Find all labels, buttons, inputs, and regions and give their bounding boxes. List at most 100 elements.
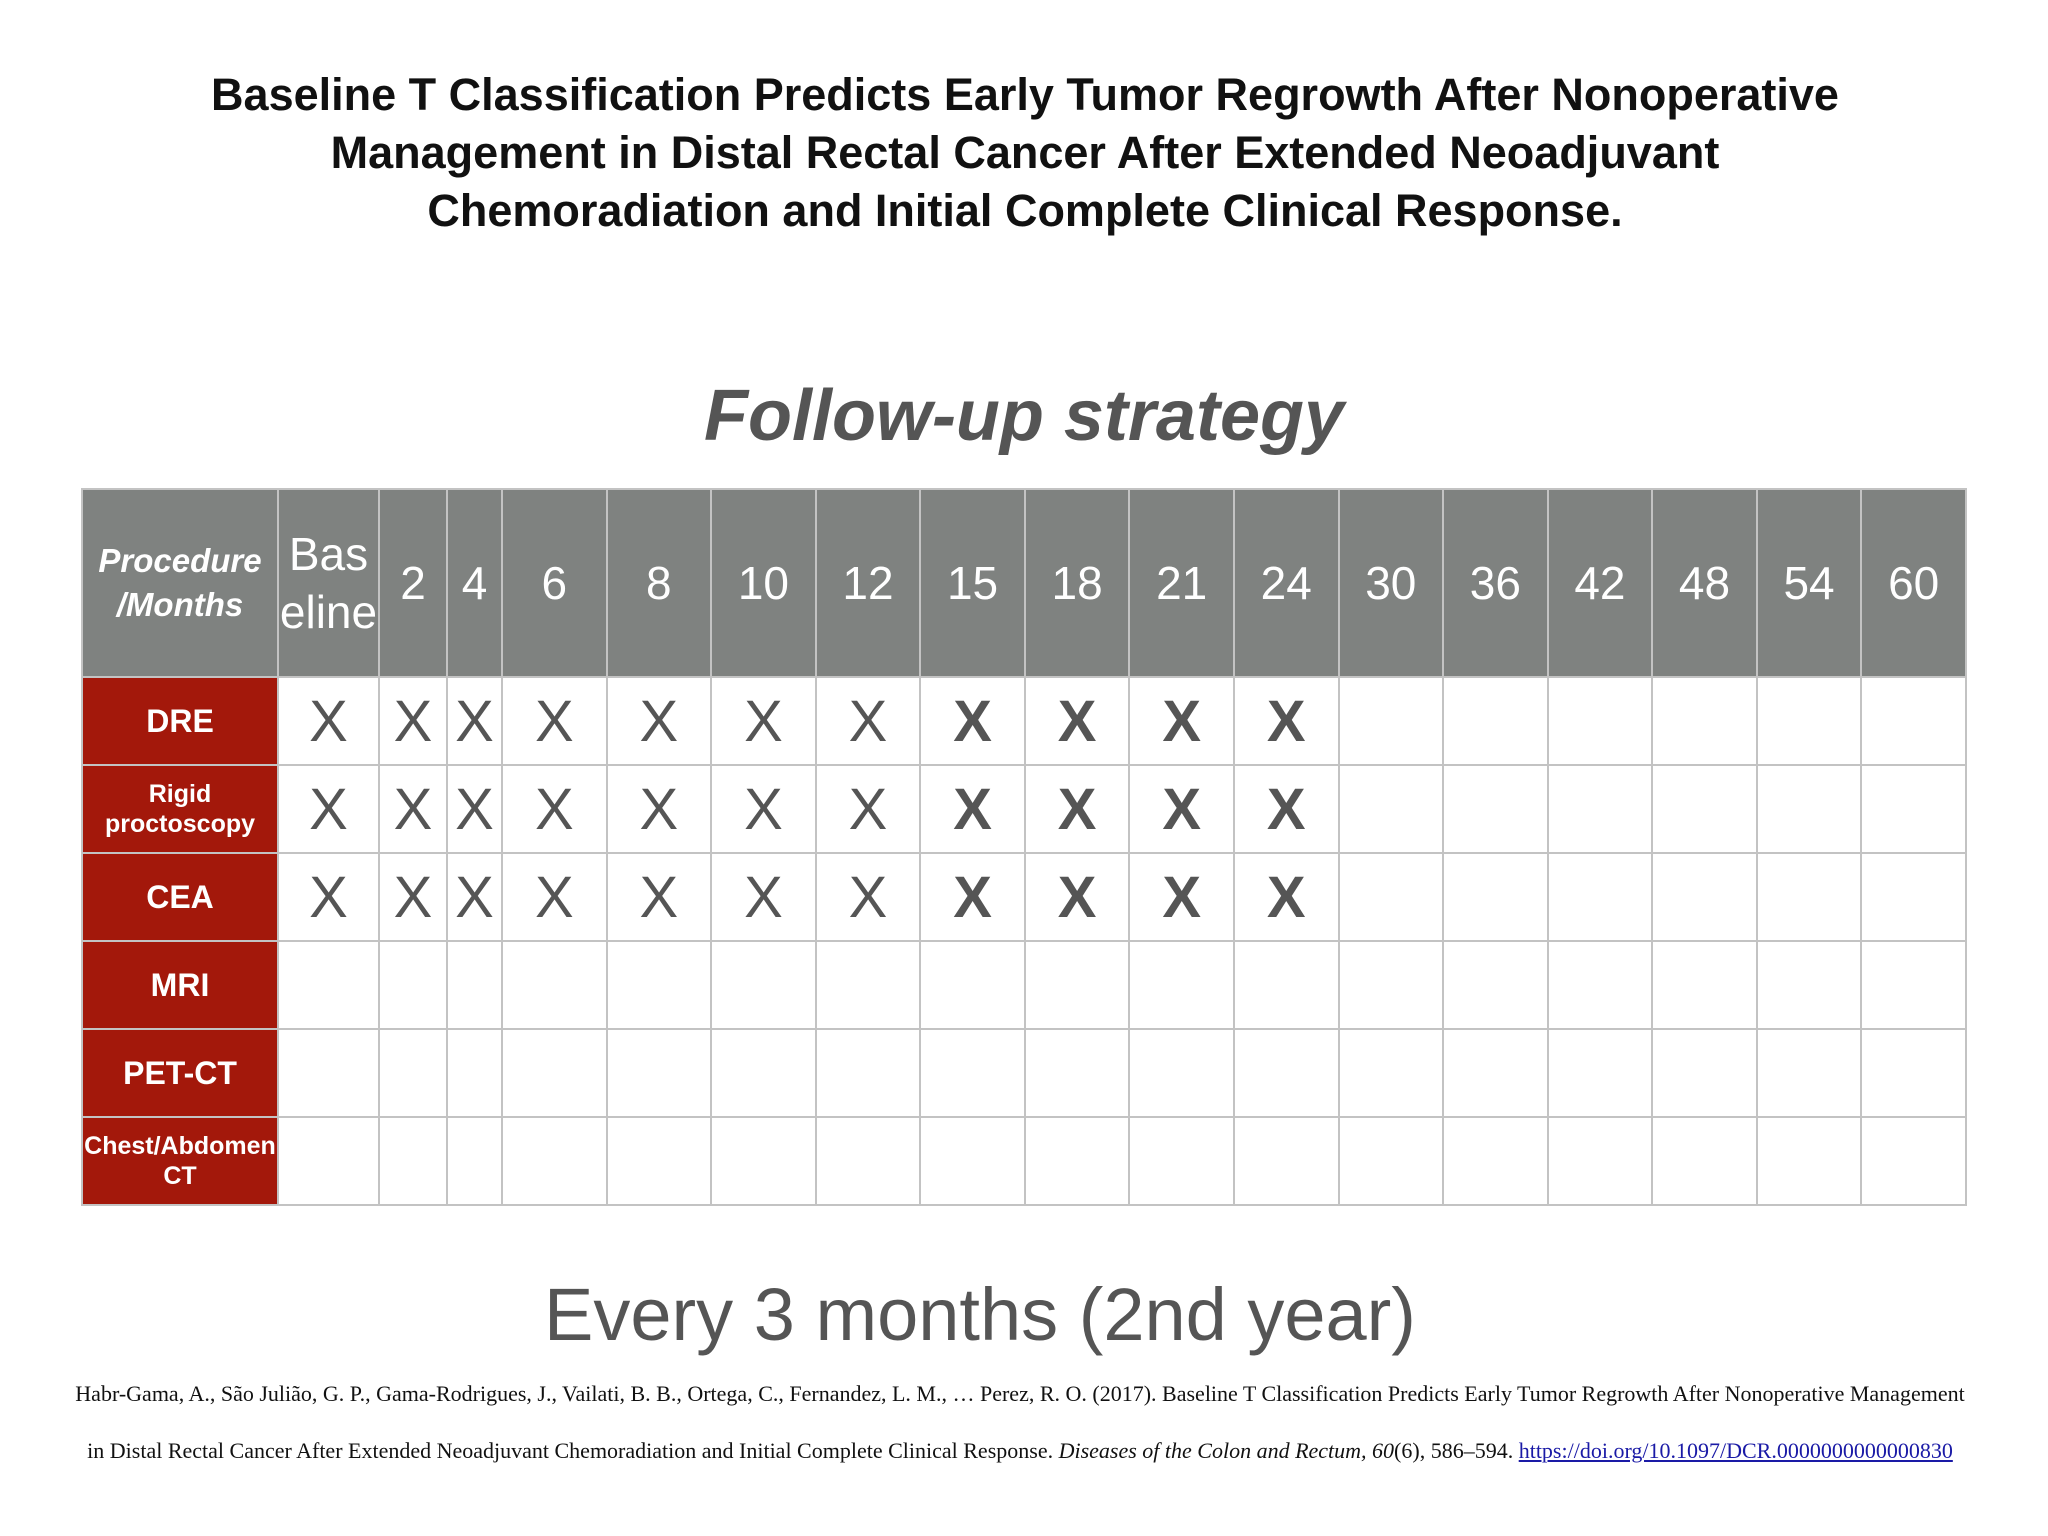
column-header: 12 bbox=[814, 488, 922, 678]
table-cell: X bbox=[710, 764, 817, 854]
row-label: Rigid proctoscopy bbox=[81, 764, 279, 854]
table-cell: X bbox=[1128, 676, 1235, 766]
table-cell bbox=[446, 940, 503, 1030]
table-cell: X bbox=[1128, 764, 1235, 854]
table-cell bbox=[378, 940, 448, 1030]
table-cell bbox=[1442, 1116, 1549, 1206]
table-cell: X bbox=[919, 764, 1026, 854]
table-cell bbox=[1337, 940, 1445, 1030]
table-cell bbox=[1860, 1116, 1967, 1206]
table-cell bbox=[446, 1116, 503, 1206]
table-cell: X bbox=[501, 764, 608, 854]
schedule-table: Procedure /Months Baseline 2 4 6 8 10 12 15 18 21 2… bbox=[81, 488, 1967, 1206]
table-cell: X bbox=[1023, 764, 1131, 854]
table-cell bbox=[1860, 852, 1967, 942]
table-cell bbox=[1755, 764, 1863, 854]
table-cell: X bbox=[378, 852, 448, 942]
table-cell bbox=[501, 1028, 608, 1118]
table-row: DRE X X X X X X X X X X X bbox=[81, 676, 1967, 766]
table-cell: X bbox=[277, 676, 380, 766]
table-cell bbox=[1232, 940, 1340, 1030]
table-row: MRI bbox=[81, 940, 1967, 1030]
table-cell bbox=[1128, 940, 1235, 1030]
volume: 60 bbox=[1372, 1437, 1395, 1463]
table-cell bbox=[1755, 1028, 1863, 1118]
table-cell bbox=[1442, 852, 1549, 942]
table-cell bbox=[1546, 676, 1654, 766]
column-header: 42 bbox=[1546, 488, 1654, 678]
table-cell: X bbox=[814, 852, 922, 942]
column-header: 10 bbox=[710, 488, 817, 678]
table-cell bbox=[1546, 852, 1654, 942]
table-cell bbox=[1651, 764, 1758, 854]
table-cell: X bbox=[605, 764, 713, 854]
table-cell bbox=[277, 940, 380, 1030]
column-header: Procedure /Months bbox=[81, 488, 279, 678]
table-row: Chest/Abdomen CT bbox=[81, 1116, 1967, 1206]
table-cell: X bbox=[919, 676, 1026, 766]
table-cell bbox=[814, 1116, 922, 1206]
table-cell bbox=[605, 1116, 713, 1206]
row-label: PET-CT bbox=[81, 1028, 279, 1118]
table-cell bbox=[1442, 676, 1549, 766]
table-body: DRE X X X X X X X X X X X Rigid proctoscopy X X X X X X X X X… bbox=[81, 676, 1967, 1206]
table-cell bbox=[1651, 1028, 1758, 1118]
table-cell bbox=[1337, 764, 1445, 854]
table-cell bbox=[1755, 940, 1863, 1030]
table-cell: X bbox=[277, 852, 380, 942]
pages: (6), 586–594. bbox=[1394, 1437, 1514, 1463]
table-cell: X bbox=[814, 764, 922, 854]
table-cell bbox=[1651, 676, 1758, 766]
title: Baseline T Classification Predicts Early… bbox=[211, 69, 1839, 236]
table-cell bbox=[446, 1028, 503, 1118]
table-cell bbox=[378, 1116, 448, 1206]
table-cell: X bbox=[446, 676, 503, 766]
table-cell bbox=[1442, 940, 1549, 1030]
citation-text: Habr-Gama, A., São Julião, G. P., Gama-R… bbox=[75, 1381, 1965, 1463]
table-cell bbox=[1755, 852, 1863, 942]
table-cell bbox=[1546, 1028, 1654, 1118]
table-cell bbox=[1442, 1028, 1549, 1118]
table-cell bbox=[1651, 1116, 1758, 1206]
table-cell: X bbox=[1023, 852, 1131, 942]
table-cell bbox=[277, 1028, 380, 1118]
table-cell bbox=[710, 1028, 817, 1118]
journal: Diseases of the Colon and Rectum, bbox=[1058, 1437, 1367, 1463]
column-header: 36 bbox=[1442, 488, 1549, 678]
subtitle: Follow-up strategy bbox=[703, 376, 1345, 456]
table-cell bbox=[501, 940, 608, 1030]
doi-link[interactable]: https://doi.org/10.1097/DCR.000000000000… bbox=[1518, 1437, 1953, 1463]
column-header: 6 bbox=[501, 488, 608, 678]
row-label: CEA bbox=[81, 852, 279, 942]
table-cell bbox=[1337, 1116, 1445, 1206]
column-header: 8 bbox=[605, 488, 713, 678]
table-cell: X bbox=[446, 764, 503, 854]
table-cell bbox=[1651, 852, 1758, 942]
column-header: 48 bbox=[1651, 488, 1758, 678]
table-cell: X bbox=[501, 852, 608, 942]
table-cell bbox=[814, 1028, 922, 1118]
column-header: 15 bbox=[919, 488, 1026, 678]
table-cell: X bbox=[277, 764, 380, 854]
table-cell bbox=[378, 1028, 448, 1118]
column-header: 18 bbox=[1023, 488, 1131, 678]
table-row: CEA X X X X X X X X X X X bbox=[81, 852, 1967, 942]
table-cell bbox=[1860, 1028, 1967, 1118]
row-label: Chest/Abdomen CT bbox=[81, 1116, 279, 1206]
table-cell bbox=[1232, 1116, 1340, 1206]
table-cell: X bbox=[1232, 676, 1340, 766]
table-cell bbox=[1337, 676, 1445, 766]
table-cell bbox=[814, 940, 922, 1030]
table-row: PET-CT bbox=[81, 1028, 1967, 1118]
column-header: 4 bbox=[446, 488, 503, 678]
caption: Every 3 months (2nd year) bbox=[544, 1273, 1416, 1356]
table-cell bbox=[1755, 676, 1863, 766]
table-cell bbox=[1860, 676, 1967, 766]
table-cell: X bbox=[378, 764, 448, 854]
table-cell: X bbox=[378, 676, 448, 766]
table-cell: X bbox=[446, 852, 503, 942]
table-cell: X bbox=[710, 852, 817, 942]
table-cell bbox=[277, 1116, 380, 1206]
table-cell: X bbox=[1023, 676, 1131, 766]
